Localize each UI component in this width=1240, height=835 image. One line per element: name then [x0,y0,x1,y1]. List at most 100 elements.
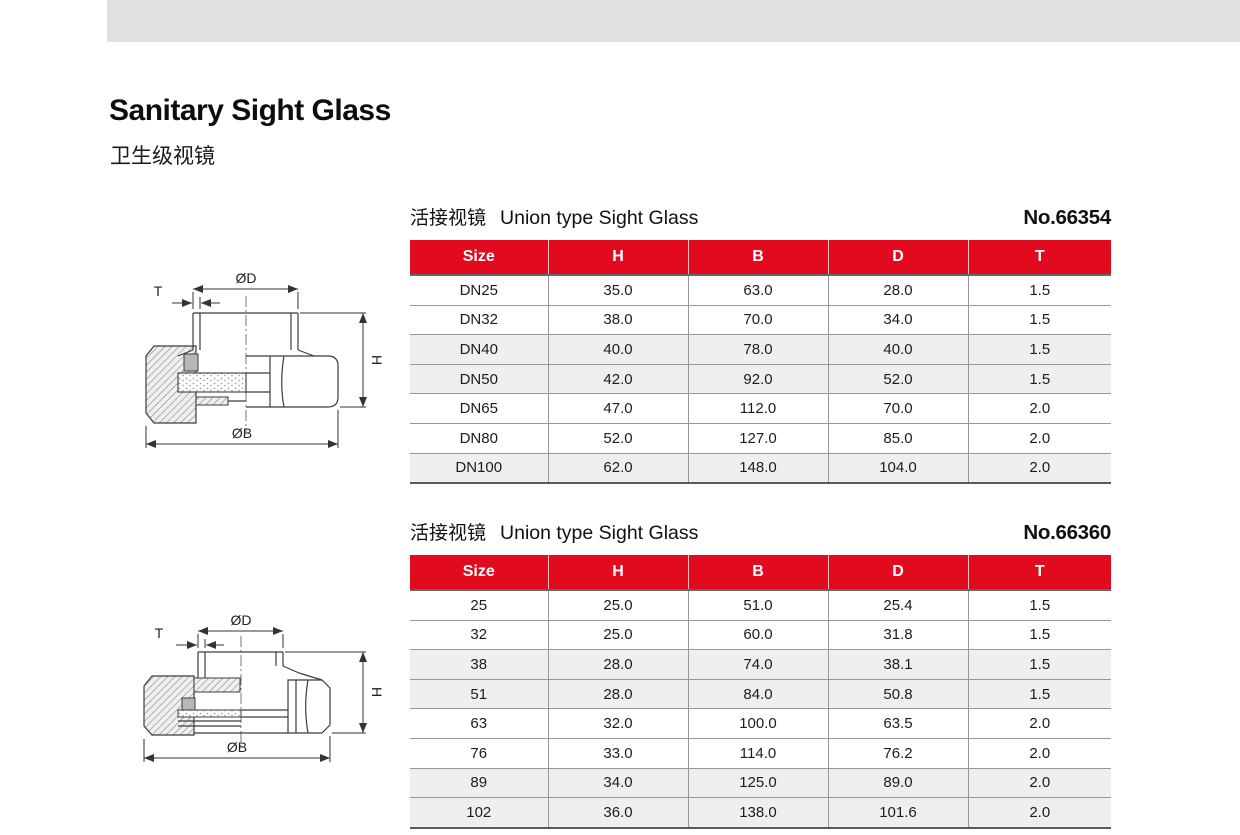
table-row: 32 25.0 60.0 31.8 1.5 [410,619,1111,650]
table-cell: 1.5 [968,363,1111,394]
table-cell: 85.0 [828,422,969,454]
table-cell: 33.0 [548,737,689,769]
table-row: DN40 40.0 78.0 40.0 1.5 [410,334,1111,365]
table-row: DN100 62.0 148.0 104.0 2.0 [410,452,1111,484]
table-row: 25 25.0 51.0 25.4 1.5 [410,588,1111,621]
table1-col-t: T [968,240,1111,275]
table-cell: 47.0 [548,393,689,424]
table-cell: 40.0 [548,334,689,365]
table-cell: 76 [410,737,549,769]
section1-title-english: Union type Sight Glass [500,207,699,229]
table-cell: 2.0 [968,452,1111,484]
table-cell: 1.5 [968,304,1111,335]
table-cell: 1.5 [968,649,1111,680]
table-cell: 125.0 [688,767,829,798]
table-cell: 92.0 [688,363,829,394]
table-cell: DN80 [410,422,549,454]
table-cell: 76.2 [828,737,969,769]
table-cell: 28.0 [548,649,689,680]
table-cell: DN25 [410,273,549,306]
table-cell: 63.0 [688,273,829,306]
dim-label-od: ØD [236,270,257,286]
left-nut-section [143,675,195,736]
table-cell: 1.5 [968,334,1111,365]
table-row: DN80 52.0 127.0 85.0 2.0 [410,422,1111,454]
body-outline [178,651,331,734]
table-cell: 38.0 [548,304,689,335]
section2-title: 活接视镜 Union type Sight Glass No.66360 [410,518,1111,545]
table-cell: 38 [410,649,549,680]
table-cell: DN32 [410,304,549,335]
table-cell: 1.5 [968,678,1111,709]
dimension-lines [143,627,367,762]
table1-col-d: D [828,240,969,275]
table-cell: 102 [410,797,549,828]
gasket [181,697,196,711]
table-cell: 2.0 [968,393,1111,424]
table1-header: Size H B D T [410,240,1111,275]
glass-disc [177,372,247,393]
table-cell: 70.0 [828,393,969,424]
table-cell: 28.0 [828,273,969,306]
gasket [183,353,199,372]
table-cell: 25.4 [828,588,969,621]
glass-disc [177,709,242,718]
table-row: 89 34.0 125.0 89.0 2.0 [410,767,1111,798]
table-cell: 34.0 [548,767,689,798]
section1-title: 活接视镜 Union type Sight Glass No.66354 [410,203,1111,230]
dim-label-h: H [369,687,385,697]
table-cell: 52.0 [828,363,969,394]
table-cell: 74.0 [688,649,829,680]
flange-web-section [193,677,241,693]
table-cell: 1.5 [968,619,1111,650]
table-cell: 2.0 [968,422,1111,454]
dim-label-ob: ØB [232,425,252,441]
table-cell: 32 [410,619,549,650]
dim-label-ob: ØB [227,739,247,755]
section1-title-chinese: 活接视镜 [410,208,487,229]
table-cell: 148.0 [688,452,829,484]
table2-col-b: B [688,555,829,590]
section2-model-number: No.66360 [1023,521,1111,544]
table-cell: 100.0 [688,708,829,739]
table-cell: 36.0 [548,797,689,828]
table-cell: DN65 [410,393,549,424]
table-cell: 114.0 [688,737,829,769]
top-bar [107,0,1240,42]
table-cell: 1.5 [968,588,1111,621]
table-cell: 2.0 [968,708,1111,739]
table-cell: 2.0 [968,737,1111,769]
dim-label-t: T [155,625,164,641]
dim-label-t: T [154,283,163,299]
table-cell: 101.6 [828,797,969,828]
table-cell: 138.0 [688,797,829,828]
table-cell: DN50 [410,363,549,394]
table-row: 38 28.0 74.0 38.1 1.5 [410,649,1111,680]
table-cell: DN100 [410,452,549,484]
table2-col-d: D [828,555,969,590]
table-cell: 127.0 [688,422,829,454]
table-cell: 2.0 [968,797,1111,828]
page-subtitle-chinese: 卫生级视镜 [110,145,215,168]
table-cell: 84.0 [688,678,829,709]
table-cell: 60.0 [688,619,829,650]
table-row: 63 32.0 100.0 63.5 2.0 [410,708,1111,739]
dimension-lines [145,285,367,448]
section1-model-number: No.66354 [1023,206,1111,229]
dim-label-h: H [369,355,385,365]
table1-col-h: H [548,240,689,275]
dimension-table-66354: Size H B D T DN25 35.0 63.0 28.0 1.5 DN32 38.0… [410,240,1111,484]
table-cell: DN40 [410,334,549,365]
table-row: DN65 47.0 112.0 70.0 2.0 [410,393,1111,424]
table-cell: 50.8 [828,678,969,709]
table2-col-h: H [548,555,689,590]
table-cell: 38.1 [828,649,969,680]
sight-glass-section-drawing-1: ØD T H ØB [145,270,385,448]
table1-col-size: Size [410,240,549,275]
table-cell: 28.0 [548,678,689,709]
table-cell: 25 [410,588,549,621]
table-cell: 2.0 [968,767,1111,798]
dim-label-od: ØD [231,612,252,628]
table-cell: 25.0 [548,588,689,621]
table-cell: 70.0 [688,304,829,335]
